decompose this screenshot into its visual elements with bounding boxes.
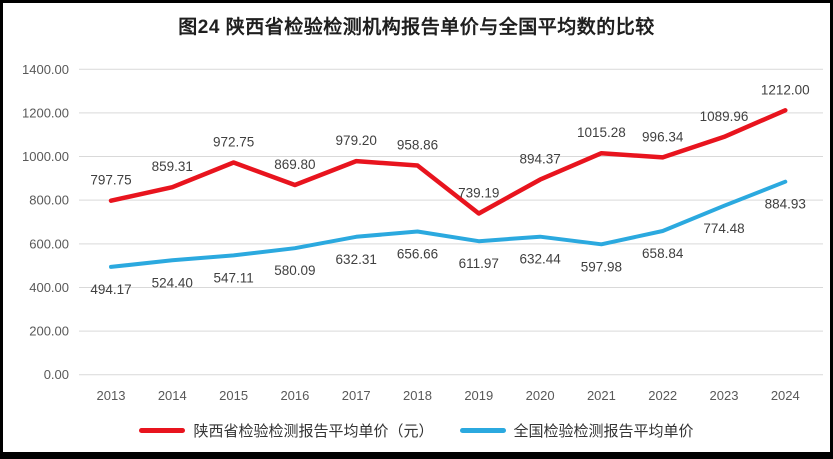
data-label: 597.98 xyxy=(581,259,622,274)
legend-label-national: 全国检验检测报告平均单价 xyxy=(513,423,694,440)
data-label: 958.86 xyxy=(397,138,438,153)
data-label: 972.75 xyxy=(213,135,254,150)
legend-label-shaanxi: 陕西省检验检测报告平均单价（元） xyxy=(193,423,434,440)
data-label: 524.40 xyxy=(152,275,193,290)
x-axis-tick-label: 2020 xyxy=(526,388,555,403)
national-line-swatch-icon xyxy=(459,428,506,433)
y-axis-tick-label: 1400.00 xyxy=(22,62,69,77)
data-label: 859.31 xyxy=(152,159,193,174)
y-axis-tick-label: 1000.00 xyxy=(22,149,69,164)
series-line-shaanxi xyxy=(108,108,788,216)
data-label: 884.93 xyxy=(765,197,806,212)
data-label: 658.84 xyxy=(642,246,684,261)
data-label: 1212.00 xyxy=(761,82,810,97)
x-axis-tick-label: 2013 xyxy=(97,388,126,403)
series-line-national xyxy=(109,179,788,269)
data-label: 869.80 xyxy=(274,157,315,172)
x-axis-tick-label: 2017 xyxy=(342,388,371,403)
y-axis-tick-label: 0.00 xyxy=(44,367,69,382)
data-label: 1015.28 xyxy=(577,125,626,140)
x-axis-tick-label: 2023 xyxy=(710,388,739,403)
data-label: 894.37 xyxy=(519,152,560,167)
y-axis-tick-label: 600.00 xyxy=(29,236,69,251)
data-label: 632.31 xyxy=(336,252,377,267)
legend-item-shaanxi: 陕西省检验检测报告平均单价（元） xyxy=(139,420,434,441)
data-label: 1089.96 xyxy=(700,109,749,124)
x-axis-tick-label: 2024 xyxy=(771,388,800,403)
data-label: 547.11 xyxy=(213,270,253,285)
chart-title: 图24 陕西省检验检测机构报告单价与全国平均数的比较 xyxy=(178,17,655,38)
data-label: 494.17 xyxy=(90,282,131,297)
data-label: 996.34 xyxy=(642,129,684,144)
x-axis-tick-label: 2018 xyxy=(403,388,432,403)
data-label: 979.20 xyxy=(336,133,377,148)
data-label: 656.66 xyxy=(397,246,438,261)
y-axis-tick-label: 200.00 xyxy=(29,324,69,339)
data-label: 739.19 xyxy=(458,185,499,200)
x-axis-tick-label: 2022 xyxy=(648,388,677,403)
x-axis-tick-label: 2021 xyxy=(587,388,616,403)
data-label: 797.75 xyxy=(90,173,131,188)
chart-legend: 陕西省检验检测报告平均单价（元） 全国检验检测报告平均单价 xyxy=(3,420,830,441)
data-label: 611.97 xyxy=(459,256,499,271)
data-label: 580.09 xyxy=(274,263,315,278)
shaanxi-line-swatch-icon xyxy=(139,428,186,433)
x-axis-tick-label: 2019 xyxy=(464,388,493,403)
data-label: 632.44 xyxy=(519,252,561,267)
y-axis-tick-label: 800.00 xyxy=(29,193,69,208)
y-axis-tick-label: 1200.00 xyxy=(22,105,69,120)
data-label: 774.48 xyxy=(703,221,744,236)
y-axis-tick-label: 400.00 xyxy=(29,280,69,295)
x-axis-tick-label: 2015 xyxy=(219,388,248,403)
x-axis-tick-label: 2014 xyxy=(158,388,187,403)
legend-item-national: 全国检验检测报告平均单价 xyxy=(459,420,694,441)
x-axis-tick-label: 2016 xyxy=(280,388,309,403)
line-chart-plot-area: 0.00 200.00 400.00 600.00 800.00 1000.00 1200.… xyxy=(22,62,823,403)
